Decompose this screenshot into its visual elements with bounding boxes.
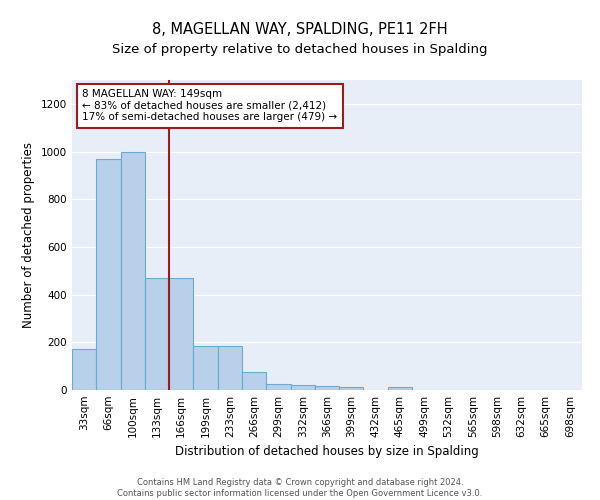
Bar [169,278,193,390]
Bar [193,346,218,390]
Bar [339,387,364,390]
Text: Size of property relative to detached houses in Spalding: Size of property relative to detached ho… [112,42,488,56]
Text: 8, MAGELLAN WAY, SPALDING, PE11 2FH: 8, MAGELLAN WAY, SPALDING, PE11 2FH [152,22,448,38]
Bar [388,387,412,390]
Bar [72,350,96,390]
Bar [266,384,290,390]
X-axis label: Distribution of detached houses by size in Spalding: Distribution of detached houses by size … [175,446,479,458]
Y-axis label: Number of detached properties: Number of detached properties [22,142,35,328]
Bar [218,346,242,390]
Bar [315,386,339,390]
Text: Contains HM Land Registry data © Crown copyright and database right 2024.
Contai: Contains HM Land Registry data © Crown c… [118,478,482,498]
Text: 8 MAGELLAN WAY: 149sqm
← 83% of detached houses are smaller (2,412)
17% of semi-: 8 MAGELLAN WAY: 149sqm ← 83% of detached… [82,90,337,122]
Bar [121,152,145,390]
Bar [145,278,169,390]
Bar [290,385,315,390]
Bar [96,158,121,390]
Bar [242,372,266,390]
